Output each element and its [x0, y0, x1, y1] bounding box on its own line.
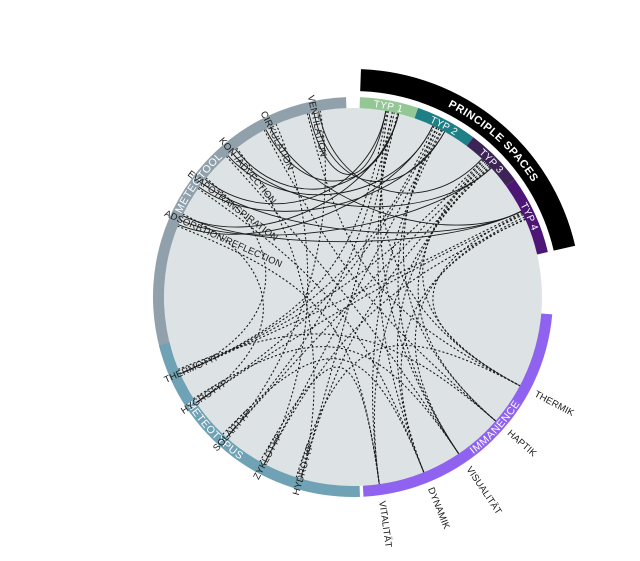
label-immanence-2: VISUALITÄT — [464, 465, 504, 517]
chord-solid-13 — [180, 167, 492, 236]
arc-typ-4 — [505, 179, 548, 255]
solid-chords — [178, 110, 522, 243]
chord-dotted-17 — [396, 164, 489, 473]
chord-solid-7 — [231, 151, 492, 208]
chord-dotted-6 — [179, 125, 435, 375]
chord-dotted-25 — [306, 113, 521, 387]
chord-dotted-21 — [263, 218, 526, 465]
chord-dotted-36 — [193, 346, 460, 455]
arc-typ-1 — [359, 97, 419, 119]
chord-dotted-5 — [377, 112, 425, 473]
chord-solid-11 — [182, 113, 400, 228]
chord-dotted-37 — [222, 358, 425, 473]
chord-dotted-33 — [177, 225, 380, 485]
chord-dotted-32 — [179, 177, 267, 375]
label-immanence-1: HAPTIK — [505, 428, 539, 460]
chord-solid-8 — [204, 110, 387, 205]
label-immanence-3: DYNAMIK — [425, 486, 452, 531]
chord-dotted-24 — [400, 218, 526, 473]
chord-dotted-13 — [225, 162, 488, 439]
chord-dotted-14 — [300, 166, 491, 480]
chord-dotted-34 — [182, 213, 264, 404]
chord-dotted-35 — [177, 333, 497, 422]
label-immanence-4: VITALITÄT — [376, 500, 393, 548]
chord-solid-1 — [313, 112, 446, 182]
chord-dotted-38 — [259, 366, 380, 485]
chord-dotted-30 — [236, 147, 315, 480]
chord-solid-12 — [178, 125, 434, 235]
ring-arcs — [153, 69, 576, 497]
chord-dotted-3 — [380, 110, 521, 387]
chord-solid-10 — [201, 182, 522, 234]
chord-solid-9 — [198, 131, 446, 212]
chord-dotted-28 — [263, 123, 309, 465]
chord-dotted-16 — [417, 161, 497, 422]
arc-immanence — [362, 313, 553, 497]
chord-dotted-29 — [225, 155, 460, 455]
label-immanence-0: THERMIK — [532, 389, 576, 419]
chord-solid-2 — [318, 111, 483, 194]
chord-dotted-10 — [397, 128, 460, 455]
chord-dotted-2 — [300, 112, 398, 480]
arc-typ-2 — [414, 107, 474, 147]
chord-dotted-27 — [263, 129, 497, 422]
chord-solid-0 — [308, 110, 387, 175]
arc-meteotypus — [158, 342, 360, 497]
chord-dotted-22 — [432, 213, 524, 387]
chord-dotted-11 — [372, 129, 443, 485]
chord-dotted-20 — [195, 214, 524, 404]
chord-dotted-31 — [197, 188, 425, 473]
arc-typ-3 — [466, 137, 515, 186]
arc-principle-spaces — [360, 69, 576, 251]
chord-dotted-19 — [179, 211, 523, 375]
chord-solid-4 — [269, 126, 522, 226]
chord-dotted-18 — [373, 165, 490, 485]
chord-dotted-39 — [295, 344, 521, 478]
chord-dotted-8 — [263, 129, 442, 465]
chord-dotted-23 — [414, 216, 525, 455]
chord-solid-14 — [182, 210, 522, 243]
